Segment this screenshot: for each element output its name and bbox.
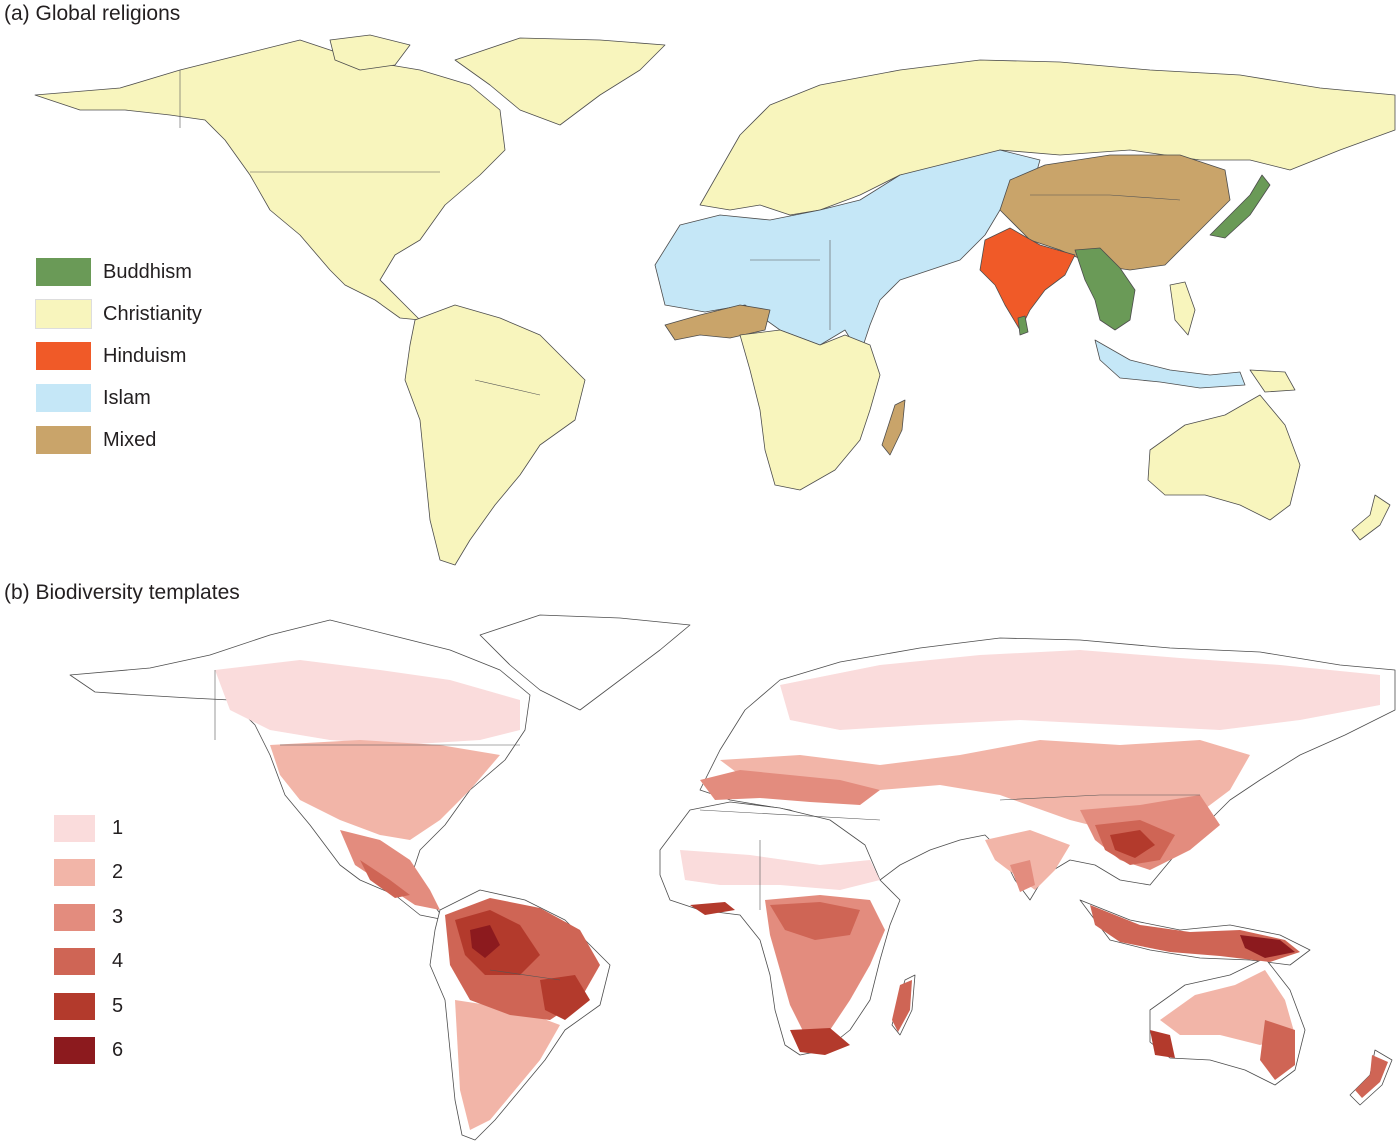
bio-zone — [540, 975, 590, 1020]
sub-saharan-africa — [739, 329, 881, 491]
legend-label: 6 — [112, 1039, 124, 1062]
legend-swatch — [35, 299, 92, 329]
buddhist-southeast-asia — [1074, 247, 1136, 331]
bio-zone — [1010, 860, 1035, 892]
japan — [1209, 174, 1271, 239]
legend-label: 2 — [112, 861, 124, 884]
legend-swatch — [36, 342, 91, 370]
legend-item-5: 5 — [54, 984, 123, 1029]
religion-legend: Buddhism Christianity Hinduism Islam Mix… — [35, 251, 202, 461]
madagascar — [881, 399, 906, 456]
legend-label: Mixed — [103, 428, 157, 451]
legend-item-islam: Islam — [36, 377, 202, 419]
bio-zone — [270, 740, 500, 840]
bio-zone — [360, 860, 410, 898]
legend-item-2: 2 — [54, 851, 123, 896]
religion-regions — [34, 34, 1396, 566]
arctic-islands — [329, 34, 411, 71]
legend-label: Islam — [103, 386, 151, 409]
indonesia — [1094, 339, 1246, 389]
country-borders — [179, 70, 1181, 396]
greenland — [454, 37, 666, 126]
bio-zone — [680, 850, 880, 890]
legend-item-4: 4 — [54, 940, 123, 985]
legend-label: 1 — [112, 816, 124, 839]
biodiversity-zones — [215, 650, 1388, 1130]
legend-label: 4 — [112, 950, 124, 973]
panel-b-title: (b) Biodiversity templates — [4, 581, 240, 604]
mixed-west-africa — [664, 304, 771, 341]
bio-zone — [1150, 1030, 1175, 1058]
panel-a-title: (a) Global religions — [4, 2, 181, 25]
philippines — [1169, 281, 1196, 336]
bio-zone — [700, 770, 880, 805]
europe-russia — [699, 59, 1396, 216]
country-borders — [214, 670, 1200, 981]
legend-swatch — [54, 903, 95, 931]
legend-label: Christianity — [103, 302, 202, 325]
legend-swatch — [36, 426, 91, 454]
india — [979, 227, 1076, 331]
bio-zone — [892, 980, 912, 1032]
bio-zone — [455, 1000, 560, 1130]
legend-swatch — [54, 948, 95, 976]
religions-map — [34, 34, 1396, 566]
bio-zone — [340, 830, 440, 910]
legend-item-buddhism: Buddhism — [36, 251, 202, 293]
legend-label: 3 — [112, 905, 124, 928]
bio-zone — [1355, 1055, 1388, 1098]
bio-zone — [1110, 830, 1155, 858]
bio-zone — [790, 1028, 850, 1055]
legend-label: Buddhism — [103, 260, 192, 283]
legend-swatch — [54, 992, 95, 1020]
greenland — [479, 614, 691, 711]
legend-label: 5 — [112, 994, 124, 1017]
legend-swatch — [54, 859, 95, 887]
legend-item-3: 3 — [54, 895, 123, 940]
papua — [1249, 369, 1296, 393]
bio-zone — [215, 660, 520, 745]
australia — [1147, 394, 1301, 521]
bio-zone — [770, 902, 860, 940]
bio-zone — [1260, 1020, 1295, 1080]
legend-swatch — [54, 814, 95, 842]
biodiversity-legend: 1 2 3 4 5 6 — [54, 806, 123, 1073]
new-zealand — [1351, 494, 1391, 541]
bio-zone — [690, 902, 735, 915]
bio-zone — [780, 650, 1380, 730]
bio-zone — [1160, 970, 1295, 1045]
bio-zone — [985, 830, 1070, 890]
legend-item-christianity: Christianity — [35, 293, 202, 335]
legend-item-hinduism: Hinduism — [36, 335, 202, 377]
legend-item-mixed: Mixed — [36, 419, 202, 461]
legend-swatch — [54, 1037, 95, 1065]
sri-lanka — [1017, 315, 1029, 336]
legend-item-1: 1 — [54, 806, 123, 851]
bio-zone — [470, 925, 500, 958]
bio-zone — [1240, 935, 1295, 958]
biodiversity-map — [69, 614, 1396, 1141]
legend-label: Hinduism — [103, 344, 187, 367]
legend-swatch — [36, 384, 91, 412]
legend-item-6: 6 — [54, 1029, 123, 1074]
legend-swatch — [36, 258, 91, 286]
south-america — [404, 304, 586, 566]
